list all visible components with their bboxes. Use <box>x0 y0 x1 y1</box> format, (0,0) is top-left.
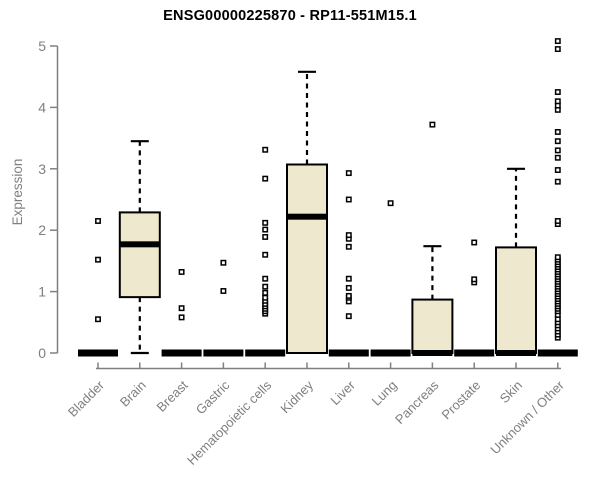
outlier-point <box>345 313 352 320</box>
outlier-point <box>554 254 561 261</box>
outlier-point <box>220 288 227 294</box>
collapsed-box-Breast <box>161 349 202 357</box>
box-Brain <box>118 211 161 299</box>
x-category-label: Gastric <box>193 377 233 417</box>
outlier-point <box>262 234 269 240</box>
outlier-point <box>554 46 561 53</box>
outlier-point <box>262 226 269 233</box>
outlier-point <box>95 316 101 323</box>
outlier-point <box>554 178 561 185</box>
outlier-point <box>554 38 561 45</box>
outlier-point <box>554 218 561 224</box>
y-tick-label: 3 <box>38 161 46 177</box>
outlier-point <box>95 256 101 263</box>
outlier-point <box>262 289 269 296</box>
x-category-label: Skin <box>497 378 525 406</box>
outlier-point <box>554 147 561 154</box>
outlier-point <box>429 121 436 128</box>
y-tick-label: 5 <box>38 38 46 54</box>
box-Pancreas <box>411 298 454 354</box>
outlier-point <box>345 275 352 282</box>
median-line <box>412 350 453 356</box>
outlier-point <box>345 243 352 250</box>
outlier-point <box>178 314 185 321</box>
outlier-point <box>554 98 561 105</box>
outlier-point <box>262 175 269 182</box>
x-category-label: Pancreas <box>392 377 442 427</box>
x-category-label: Brain <box>117 378 149 410</box>
outlier-point <box>178 269 185 275</box>
x-category-label: Kidney <box>277 377 316 416</box>
outlier-point <box>471 239 478 246</box>
collapsed-box-Gastric <box>203 349 244 357</box>
outlier-point <box>345 284 352 291</box>
box-Skin <box>495 246 537 354</box>
collapsed-box-Bladder <box>78 349 118 357</box>
median-line <box>496 350 536 356</box>
outlier-point <box>262 275 269 282</box>
outlier-point <box>178 305 185 312</box>
collapsed-box-Lung <box>370 349 411 357</box>
collapsed-box-Liver <box>328 349 369 357</box>
outlier-point <box>95 218 101 224</box>
outlier-point <box>262 294 269 301</box>
outlier-point <box>554 138 561 145</box>
x-category-label: Lung <box>369 378 400 409</box>
x-category-label: Prostate <box>438 378 483 423</box>
outlier-point <box>471 276 478 283</box>
box-Kidney <box>286 163 328 354</box>
median-line <box>287 213 327 220</box>
median-line <box>119 241 160 248</box>
outlier-point <box>554 154 561 161</box>
outlier-point <box>554 129 561 135</box>
outlier-point <box>220 259 227 266</box>
outlier-point <box>262 146 269 153</box>
y-tick-label: 4 <box>38 99 46 115</box>
outlier-point <box>387 200 394 207</box>
x-category-label: Unknown / Other <box>487 377 567 457</box>
y-tick-label: 0 <box>38 345 46 361</box>
x-category-label: Bladder <box>65 377 108 420</box>
collapsed-box-Hematopoietic cells <box>245 349 286 357</box>
collapsed-box-Prostate <box>454 349 495 357</box>
outlier-point <box>345 232 352 239</box>
outlier-point <box>262 219 269 226</box>
x-category-label: Liver <box>327 377 358 408</box>
x-category-label: Breast <box>154 377 191 414</box>
outlier-point <box>554 167 561 173</box>
outlier-point <box>345 292 352 299</box>
outlier-point <box>345 170 352 177</box>
outlier-point <box>262 283 269 290</box>
outlier-point <box>554 89 561 95</box>
chart-title: ENSG00000225870 - RP11-551M15.1 <box>163 8 417 24</box>
collapsed-box-Unknown / Other <box>537 349 578 357</box>
outlier-point <box>262 251 269 258</box>
outlier-point <box>345 196 352 203</box>
y-tick-label: 2 <box>38 222 46 238</box>
y-tick-label: 1 <box>38 284 46 300</box>
